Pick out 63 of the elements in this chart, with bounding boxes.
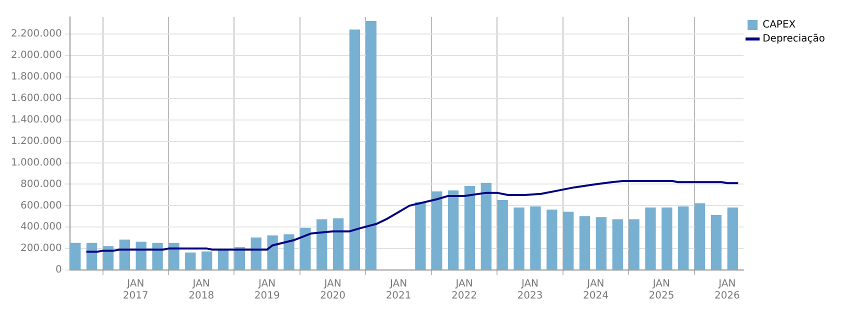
y-tick-label: 1.400.000 xyxy=(10,114,62,126)
x-tick-label: JAN 2018 xyxy=(188,278,214,302)
bar xyxy=(152,242,163,270)
bar xyxy=(497,200,508,270)
bar xyxy=(596,217,607,270)
y-tick-label: 1.000.000 xyxy=(10,157,62,168)
bar xyxy=(202,251,212,270)
bar xyxy=(530,206,541,270)
y-tick-label: 1.600.000 xyxy=(10,93,62,104)
x-tick-label: JAN 2022 xyxy=(452,278,477,302)
y-tick-label: 0 xyxy=(56,264,62,276)
bar xyxy=(710,214,722,270)
bar xyxy=(86,242,98,270)
bar xyxy=(579,216,590,270)
x-tick-label: JAN 2017 xyxy=(122,278,148,302)
y-tick-label: 2.000.000 xyxy=(10,50,62,62)
bar xyxy=(284,234,294,270)
bar xyxy=(563,212,574,270)
bar xyxy=(332,218,344,270)
bar xyxy=(300,228,311,270)
bar xyxy=(464,186,476,270)
bar xyxy=(432,191,442,270)
bar xyxy=(612,219,623,270)
y-tick-label: 400.000 xyxy=(20,222,62,233)
x-tick-label: JAN 2023 xyxy=(517,278,543,302)
bar xyxy=(136,242,146,270)
y-tick-label: 200.000 xyxy=(20,243,62,254)
bar xyxy=(185,252,196,270)
x-tick-label: JAN 2025 xyxy=(648,278,674,302)
y-tick-label: 600.000 xyxy=(20,200,62,212)
x-tick-label: JAN 2021 xyxy=(386,278,412,302)
bar xyxy=(267,235,278,270)
bar xyxy=(70,242,81,270)
bar xyxy=(250,238,262,270)
bar xyxy=(514,207,524,270)
bar xyxy=(349,30,360,270)
x-tick-label: JAN 2026 xyxy=(714,278,740,302)
x-tick-label: JAN 2019 xyxy=(254,278,280,302)
bar xyxy=(546,210,558,270)
bar xyxy=(102,246,114,270)
legend-label: CAPEX xyxy=(762,20,796,31)
bar xyxy=(480,182,492,270)
bar xyxy=(316,219,328,270)
x-tick-label: JAN 2024 xyxy=(582,278,608,302)
bar xyxy=(168,242,180,270)
bar xyxy=(448,190,459,270)
bar xyxy=(366,20,376,270)
bar xyxy=(727,207,738,270)
y-tick-label: 1.200.000 xyxy=(10,136,62,147)
bar xyxy=(645,207,656,270)
bar xyxy=(678,206,689,270)
x-tick-label: JAN 2020 xyxy=(320,278,346,302)
bar xyxy=(628,219,640,270)
bar xyxy=(119,240,130,270)
bar xyxy=(218,249,229,270)
bar xyxy=(694,203,706,270)
y-tick-label: 2.200.000 xyxy=(10,28,62,40)
bar xyxy=(662,207,672,270)
bar xyxy=(234,247,246,270)
legend-label: Depreciação xyxy=(762,34,826,45)
bar xyxy=(415,202,426,270)
y-tick-label: 1.800.000 xyxy=(10,72,62,83)
y-tick-label: 800.000 xyxy=(20,178,62,190)
